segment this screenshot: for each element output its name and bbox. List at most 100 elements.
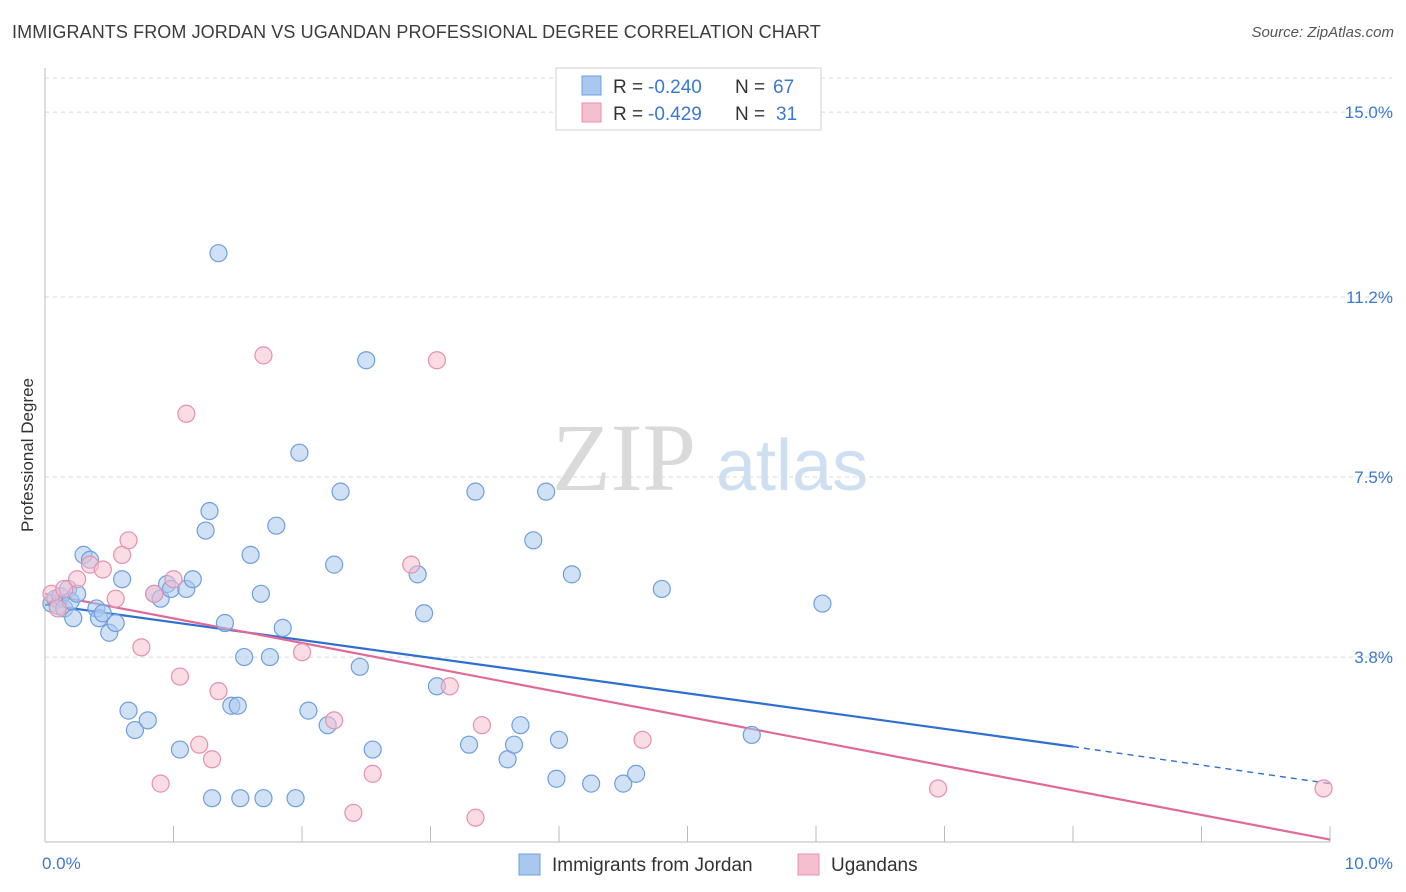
point-jordan-52: [504, 735, 524, 754]
point-ugandans-20: [325, 711, 344, 730]
series-legend: Immigrants from Jordan Ugandans: [518, 853, 918, 876]
point-jordan-55: [537, 482, 556, 501]
point-ugandans-12: [164, 570, 183, 589]
point-jordan-34: [251, 584, 270, 603]
point-jordan-39: [299, 701, 318, 720]
point-ugandans-2: [55, 579, 74, 599]
legend-n-label-2: N =: [735, 104, 765, 125]
point-ugandans-14: [177, 404, 196, 423]
point-jordan-35: [260, 647, 279, 667]
point-jordan-56: [547, 769, 566, 788]
y-tick-label-2: 11.2%: [1346, 288, 1393, 307]
point-jordan-30: [215, 613, 234, 633]
point-jordan-7: [64, 609, 83, 628]
bottom-legend-label-ugandans: Ugandans: [831, 855, 918, 876]
point-jordan-47: [414, 604, 434, 623]
bottom-legend-label-jordan: Immigrants from Jordan: [552, 855, 753, 876]
point-ugandans-26: [466, 808, 485, 827]
point-ugandans-1: [48, 599, 67, 618]
axes: [44, 68, 1331, 843]
point-jordan-24: [170, 740, 190, 759]
point-ugandans-18: [254, 346, 273, 365]
point-jordan-69: [286, 789, 305, 808]
point-ugandans-9: [132, 638, 151, 657]
point-jordan-42: [331, 482, 350, 501]
point-ugandans-28: [633, 730, 652, 749]
y-tick-label-3: 15.0%: [1345, 103, 1393, 122]
point-jordan-16: [112, 570, 132, 589]
point-ugandans-8: [119, 531, 138, 550]
point-jordan-29: [209, 244, 228, 263]
point-jordan-28: [200, 501, 219, 521]
watermark-atlas: atlas: [716, 426, 868, 506]
legend-r-label-2: R =: [613, 104, 643, 125]
point-ugandans-5: [93, 560, 112, 579]
trend-line-jordan: [44, 603, 1074, 748]
point-jordan-26: [183, 570, 202, 589]
point-jordan-36: [267, 516, 286, 535]
point-jordan-60: [614, 774, 633, 793]
point-jordan-17: [119, 701, 138, 720]
point-ugandans-15: [190, 735, 209, 754]
legend-r-label-1: R =: [613, 77, 643, 98]
point-jordan-68: [254, 789, 273, 808]
point-jordan-57: [549, 730, 569, 749]
point-ugandans-21: [344, 803, 363, 822]
point-ugandans-23: [402, 555, 421, 574]
source-label: Source: ZipAtlas.com: [1251, 24, 1394, 41]
point-ugandans-3: [68, 570, 87, 589]
trend-line-ugandans: [44, 592, 1331, 841]
point-ugandans-24: [427, 351, 447, 370]
point-jordan-61: [626, 764, 646, 783]
point-ugandans-10: [145, 584, 164, 603]
point-jordan-44: [357, 351, 376, 370]
point-ugandans-16: [202, 750, 222, 769]
legend-n-label-1: N =: [735, 77, 765, 98]
tick-labels: 3.8% 7.5% 11.2% 15.0% 0.0% 10.0%: [42, 103, 1393, 873]
point-ugandans-19: [292, 643, 312, 662]
point-jordan-62: [652, 579, 671, 599]
point-jordan-53: [511, 716, 530, 735]
point-jordan-41: [325, 555, 344, 574]
trend-line-jordan-extension: [1072, 745, 1331, 785]
point-jordan-13: [93, 604, 112, 623]
legend-n-value-1: 67: [773, 77, 794, 98]
stats-legend: R = -0.240 N = 67 R = -0.429 N = 31: [555, 67, 822, 131]
point-jordan-27: [196, 521, 215, 540]
y-tick-label-1: 7.5%: [1354, 468, 1393, 487]
point-ugandans-25: [440, 677, 459, 696]
y-axis-label: Professional Degree: [18, 378, 37, 532]
series-ugandans-points: [42, 346, 1333, 827]
grid-lines: [45, 77, 1392, 658]
point-jordan-63: [742, 725, 761, 745]
point-ugandans-17: [209, 682, 228, 701]
point-ugandans-11: [151, 774, 170, 793]
legend-swatch-blue: [581, 75, 602, 96]
point-jordan-15: [106, 613, 125, 633]
legend-swatch-pink: [581, 102, 602, 123]
legend-r-value-1: -0.240: [648, 77, 702, 98]
point-jordan-50: [466, 482, 485, 501]
point-jordan-59: [582, 774, 601, 793]
point-jordan-58: [562, 565, 581, 584]
point-jordan-43: [350, 657, 369, 676]
chart-title: IMMIGRANTS FROM JORDAN VS UGANDAN PROFES…: [12, 22, 821, 42]
bottom-legend-swatch-blue: [518, 853, 541, 876]
point-jordan-19: [138, 711, 157, 730]
point-jordan-32: [235, 647, 254, 667]
x-tick-label-1: 10.0%: [1345, 854, 1393, 873]
point-ugandans-13: [170, 667, 190, 686]
point-ugandans-22: [363, 764, 382, 783]
point-jordan-66: [228, 696, 247, 715]
point-jordan-33: [241, 545, 260, 564]
point-jordan-65: [202, 789, 222, 808]
point-jordan-64: [813, 594, 832, 613]
point-jordan-67: [231, 789, 250, 808]
point-jordan-45: [363, 740, 382, 759]
point-jordan-49: [459, 735, 479, 754]
trend-lines: [44, 592, 1331, 841]
point-ugandans-29: [928, 779, 948, 798]
y-tick-label-0: 3.8%: [1354, 648, 1393, 667]
bottom-legend-swatch-pink: [797, 853, 820, 876]
